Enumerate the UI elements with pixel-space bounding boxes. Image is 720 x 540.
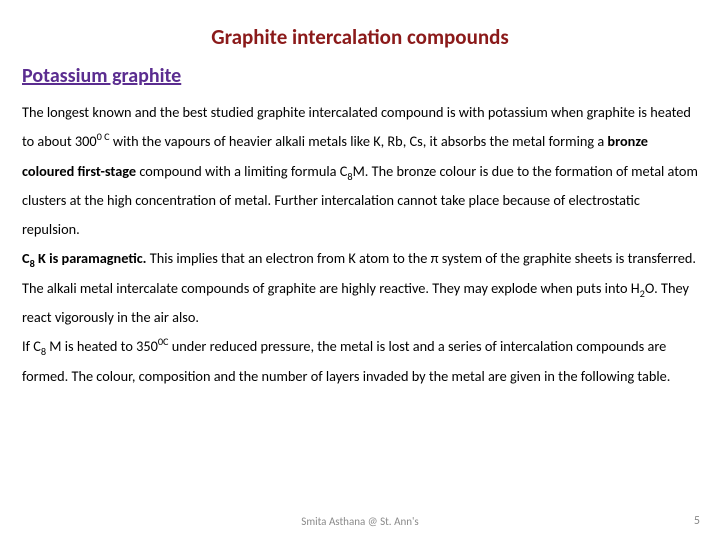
para1-sup1: 0 C	[97, 131, 110, 144]
para3-sup1: 0C	[158, 336, 169, 349]
page-number: 5	[694, 514, 700, 528]
footer-text: Smita Asthana @ St. Ann's	[0, 515, 720, 528]
para1-run3: compound with a limiting formula C	[136, 162, 347, 180]
para3-run1: If C	[22, 337, 41, 355]
para1-run2: with the vapours of heavier alkali metal…	[110, 132, 608, 150]
para3-run2: M is heated to 350	[46, 337, 158, 355]
page-title: Graphite intercalation compounds	[22, 24, 698, 50]
section-heading: Potassium graphite	[22, 64, 698, 88]
slide: Graphite intercalation compounds Potassi…	[0, 0, 720, 540]
para2-bold1: C8 K is paramagnetic.	[22, 249, 147, 267]
body-text: The longest known and the best studied g…	[22, 98, 698, 391]
